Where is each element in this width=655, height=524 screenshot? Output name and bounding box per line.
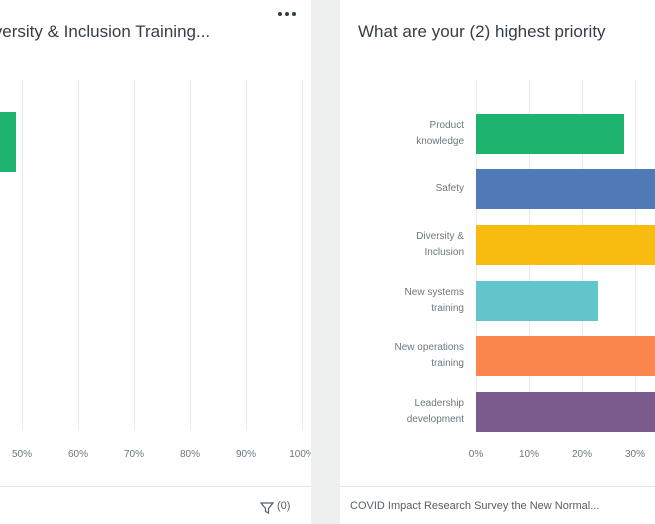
bar	[476, 391, 655, 432]
chart-title: iversity & Inclusion Training...	[0, 22, 211, 41]
chart-title: What are your (2) highest priority	[358, 22, 606, 41]
x-tick-label: 50%	[11, 449, 32, 460]
footer-link[interactable]: COVID Impact Research Survey the New Nor…	[350, 500, 600, 512]
grid-line	[22, 80, 23, 430]
separator	[0, 486, 311, 487]
y-tick-label: Leadership development	[406, 397, 464, 425]
card: What are your (2) highest priority COVID…	[340, 0, 655, 524]
y-tick-label: Safety	[435, 183, 464, 195]
bar	[0, 112, 17, 172]
grid-line	[190, 80, 191, 430]
y-tick-label: Diversity & Inclusion	[416, 231, 464, 258]
x-tick-label: 60%	[67, 449, 88, 460]
bar	[476, 225, 655, 265]
x-tick-label: 30%	[624, 449, 645, 460]
x-tick-label: 90%	[235, 449, 256, 460]
y-tick-label: New operations training	[394, 342, 464, 370]
x-tick-label: 20%	[571, 449, 592, 460]
bar	[476, 280, 598, 321]
bar	[476, 169, 655, 210]
card: iversity & Inclusion Training... (0) 50%…	[0, 0, 311, 524]
grid-line	[78, 80, 79, 430]
x-tick-label: 0%	[468, 449, 484, 460]
bar	[476, 336, 655, 377]
bar	[476, 113, 625, 154]
filter-count[interactable]: (0)	[277, 500, 291, 512]
more-menu[interactable]	[276, 10, 298, 18]
y-tick-label: New systems training	[404, 286, 464, 314]
filter-icon[interactable]	[260, 501, 274, 515]
separator	[340, 486, 655, 487]
x-tick-label: 100%	[289, 449, 311, 460]
grid-line	[134, 80, 135, 430]
y-tick-label: Product knowledge	[416, 119, 464, 147]
x-tick-label: 80%	[179, 449, 200, 460]
x-tick-label: 70%	[123, 449, 144, 460]
grid-line	[246, 80, 247, 430]
grid-line	[302, 80, 303, 430]
x-tick-label: 10%	[518, 449, 539, 460]
